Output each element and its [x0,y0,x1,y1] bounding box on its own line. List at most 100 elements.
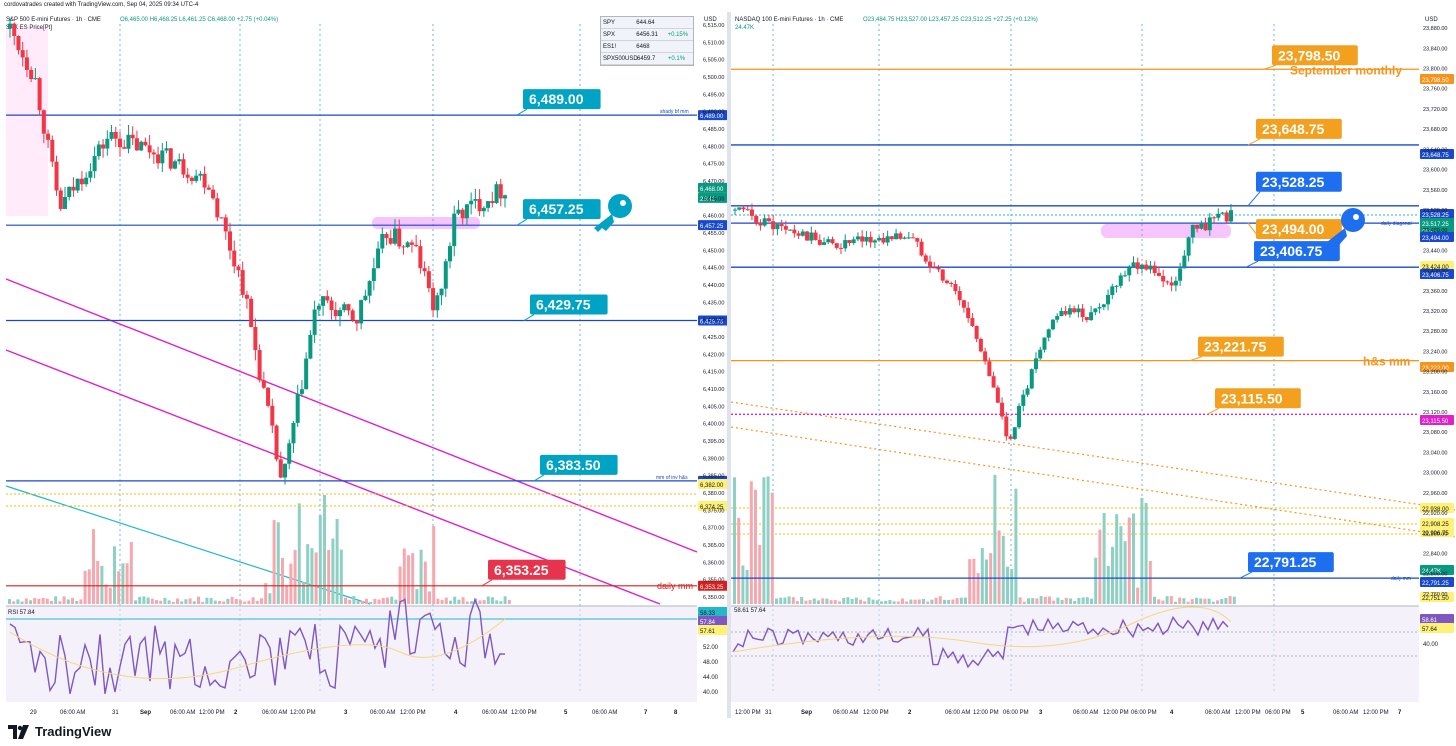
candle-body [156,154,161,164]
candle-body [477,199,482,212]
volume-bar [1148,561,1152,604]
callout-pointer [1247,191,1261,207]
candle-body [758,222,763,226]
right-chart-pane[interactable]: NASDAQ 100 E-mini Futures · 1h · CME O23,… [731,12,1456,718]
level-axis-tag-bg [698,315,727,326]
x-tick-label: 8 [674,710,678,716]
candle-body [244,294,249,299]
volume-bar [1165,596,1169,604]
y-tick-label: 6,440.00 [703,283,724,289]
candle-body [299,389,304,394]
candle-body [270,405,275,426]
candle-body [67,186,72,197]
candle-body [1123,275,1128,277]
volume-bar [503,596,507,604]
candle-body [1029,369,1034,389]
volume-bar [1169,596,1173,604]
volume-bar [352,596,356,604]
candle-body [733,209,737,211]
axis-tag: 23,115.50 [1422,419,1449,425]
candle-body [185,174,190,178]
candle-body [1059,310,1064,317]
y-tick-label: 23,200.00 [1423,370,1447,376]
x-tick-label: 06:00 AM [1205,710,1230,716]
axis-tag: 22,751.50 [1422,596,1449,602]
rsi-tick-label: 44.00 [703,675,719,681]
left-chart-pane[interactable]: S&P 500 E-mini Futures · 1h · CME O6,465.… [0,12,727,718]
candle-body [1156,272,1161,276]
candle-body [54,161,59,191]
tradingview-logo[interactable]: TradingView [8,724,111,739]
x-tick-label: 06:00 AM [833,710,858,716]
candle-body [1017,405,1022,428]
last-price-tag-bg [698,182,727,193]
candle-body [1084,317,1089,321]
candle-body [354,320,359,324]
candle-body [1114,285,1119,287]
x-tick-label: 12:00 PM [1103,710,1129,716]
candle-body [414,244,419,247]
volume-bar [419,549,423,604]
candle-body [338,310,342,317]
candle-body [1038,349,1043,359]
nq-chart[interactable]: NASDAQ 100 E-mini Futures · 1h · CME O23,… [731,12,1456,718]
y-tick-label: 23,440.00 [1423,248,1447,254]
candle-body [147,145,152,153]
x-tick-label: 3 [1039,710,1043,716]
x-tick-label: 12:00 PM [863,710,889,716]
axis-tag-bg [1420,362,1454,372]
level-callout-box [1248,552,1334,573]
pane-divider[interactable] [727,12,731,718]
es-chart[interactable]: S&P 500 E-mini Futures · 1h · CME O6,465.… [0,12,727,718]
volume-bar [297,503,301,604]
x-tick-label: 06:00 AM [945,710,970,716]
axis-tag: 23,222.00 [1422,366,1449,372]
y-tick-label: 22,880.00 [1423,531,1447,537]
candle-body [359,300,364,324]
candle-body [177,159,182,162]
level-note: h&s mm [1363,355,1410,369]
volume-bar [470,601,473,604]
volume-bar [926,601,930,604]
volume-bar [1216,600,1219,604]
x-tick-label: 12:00 PM [400,710,426,716]
candle-body [12,23,17,36]
candle-body [1101,304,1106,308]
candle-body [452,213,457,247]
candle-body [33,78,38,80]
x-tick-label: 2 [908,710,912,716]
candle-body [868,236,873,243]
candle-body [160,150,165,164]
y-tick-label: 23,280.00 [1423,329,1447,335]
candle-body [830,239,835,244]
volume-bar [66,599,70,604]
volume-bar [50,600,53,604]
level-note: daily mm [1391,576,1411,582]
candle-body [397,228,402,247]
rsi-ma-tag: 57.64 [1422,627,1438,633]
x-tick-label: 12:00 PM [290,710,316,716]
candle-body [266,387,271,406]
candle-body [261,380,266,388]
y-tick-label: 6,360.00 [703,560,724,566]
volume-bar [96,561,100,604]
volume-bar [976,573,980,604]
volume-bar [16,599,20,604]
candle-body [105,138,110,149]
volume-bar [955,598,959,604]
level-callout-box [1256,171,1342,192]
y-tick-label: 6,505.00 [703,58,724,64]
volume-bar [808,600,812,604]
rsi-background [6,606,697,702]
y-tick-label: 6,515.00 [703,23,724,29]
left-currency: USD [704,17,717,23]
candle-body [388,238,393,244]
volume-bar [482,600,486,604]
candle-body [1110,286,1115,296]
x-tick-label: 06:00 AM [1073,710,1098,716]
candle-body [813,232,818,240]
axis-tag: 22,906.75 [1422,531,1449,537]
axis-tag: 23,424.00 [1422,265,1449,271]
x-tick-label: Sep [801,710,812,716]
level-axis-tag: 6,429.75 [700,320,724,326]
